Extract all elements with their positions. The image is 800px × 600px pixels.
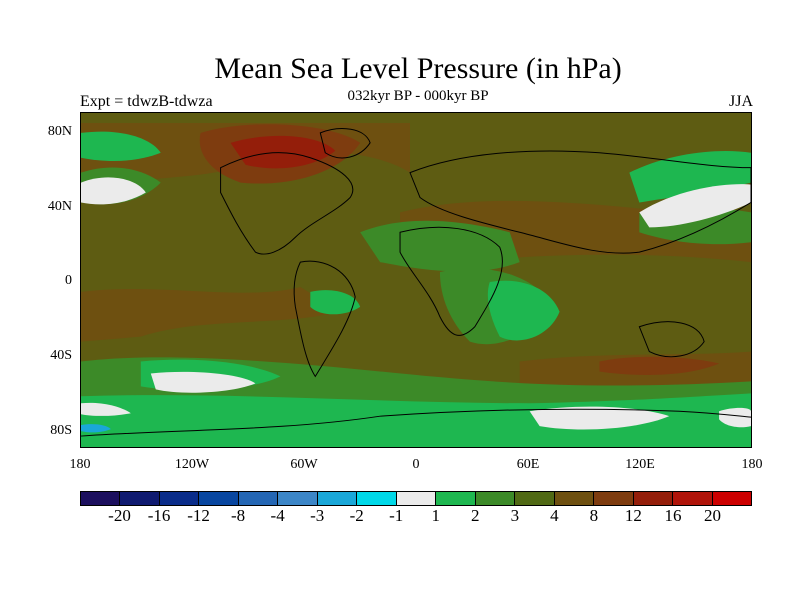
anomaly-region-neg-2 <box>81 424 111 433</box>
lat-label: 0 <box>65 273 72 288</box>
colorbar-label: 20 <box>703 506 721 525</box>
colorbar-label: 16 <box>664 506 682 525</box>
anomaly-region-near-zero <box>81 177 146 205</box>
lat-label: 80S <box>50 423 72 438</box>
map-panel <box>80 112 752 448</box>
colorbar-swatch <box>633 492 674 505</box>
anomaly-region-1-2 <box>629 150 751 203</box>
colorbar-swatch <box>475 492 516 505</box>
colorbar-label: 2 <box>471 506 480 525</box>
anomaly-region-near-zero <box>639 184 751 228</box>
lon-label: 120W <box>174 457 210 472</box>
colorbar-swatch <box>712 492 751 505</box>
anomaly-region-8-12 <box>81 286 341 342</box>
anomaly-region-1-2 <box>81 131 161 161</box>
colorbar-label: -1 <box>389 506 404 525</box>
plot-subtitle: 032kyr BP - 000kyr BP <box>347 88 489 104</box>
colorbar-label: -12 <box>187 506 210 525</box>
colorbar-swatch <box>238 492 279 505</box>
colorbar-swatch <box>515 492 555 505</box>
lon-label: 0 <box>412 457 420 472</box>
plot-title: Mean Sea Level Pressure (in hPa) <box>214 52 622 85</box>
colorbar-swatch <box>278 492 318 505</box>
colorbar-label: 12 <box>624 506 642 525</box>
colorbar-label: 3 <box>510 506 520 525</box>
colorbar-label: 8 <box>589 506 599 525</box>
colorbar-label: -8 <box>231 506 246 525</box>
colorbar-swatch <box>436 492 476 505</box>
coastline-north-america <box>220 152 354 255</box>
colorbar-swatch <box>81 492 121 505</box>
coastlines <box>81 128 751 437</box>
colorbar-label: -16 <box>147 506 171 525</box>
colorbar-label: -2 <box>349 506 364 525</box>
colorbar-label: 1 <box>431 506 441 525</box>
anomaly-region-16-20 <box>230 135 336 169</box>
anomaly-region-near-zero <box>150 371 256 393</box>
colorbar-swatch <box>159 492 200 505</box>
lon-label: 120E <box>625 457 655 472</box>
lat-label: 40S <box>50 348 72 363</box>
coastline-australia <box>638 321 705 358</box>
anomaly-region-near-zero <box>719 407 751 428</box>
lon-label: 60E <box>516 457 540 472</box>
colorbar-label: -4 <box>270 506 285 525</box>
colorbar-label: 4 <box>550 506 559 525</box>
colorbar-swatch <box>317 492 358 505</box>
experiment-label: Expt = tdwzB-tdwza <box>80 93 213 110</box>
anomaly-region-12-16 <box>599 356 720 375</box>
coastline-antarctica <box>81 408 751 437</box>
colorbar-swatch <box>199 492 239 505</box>
colorbar-swatch <box>357 492 397 505</box>
coastline-africa <box>399 226 503 336</box>
colorbar <box>80 491 752 506</box>
coastline-south-america <box>293 260 356 378</box>
lat-label: 40N <box>47 199 72 214</box>
colorbar-swatch <box>673 492 713 505</box>
anomaly-region-1-2 <box>487 280 560 341</box>
colorbar-swatch <box>554 492 595 505</box>
season-label: JJA <box>728 93 753 110</box>
colorbar-label: -20 <box>108 506 131 525</box>
colorbar-swatch <box>594 492 634 505</box>
anomaly-region-near-zero <box>529 406 670 430</box>
coastline-greenland <box>319 128 371 159</box>
lon-label: 180 <box>741 457 763 472</box>
anomaly-region-near-zero <box>81 402 131 416</box>
pressure-anomaly-map <box>81 113 751 447</box>
colorbar-swatch <box>120 492 160 505</box>
lon-label: 180 <box>69 457 91 472</box>
lat-label: 80N <box>47 124 72 139</box>
coastline-eurasia <box>409 150 751 254</box>
colorbar-label: -3 <box>310 506 325 525</box>
anomaly-region-1-2 <box>310 290 361 315</box>
lon-label: 60W <box>290 457 318 472</box>
colorbar-swatch <box>396 492 437 505</box>
